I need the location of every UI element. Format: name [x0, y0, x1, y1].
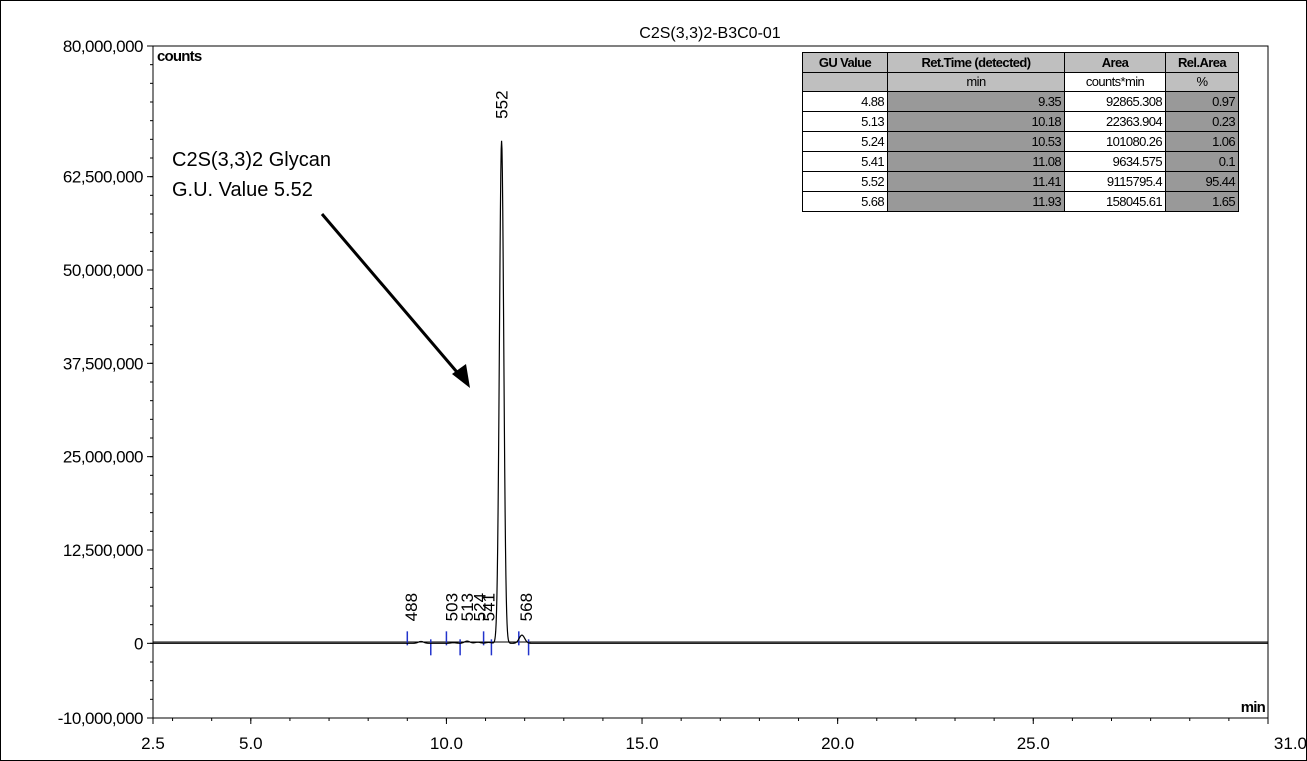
- peak-table: GU Value Ret.Time (detected) Area Rel.Ar…: [802, 52, 1239, 212]
- x-tick-label: 31.0: [1274, 734, 1307, 753]
- x-axis-ticks: 2.5 5.0 10.0 15.0 20.0 25.0 31.0: [141, 718, 1307, 753]
- x-tick-label: 15.0: [625, 734, 658, 753]
- table-cell: 101080.26: [1064, 131, 1166, 152]
- table-cell: 10.53: [887, 131, 1065, 152]
- y-axis-ticks: 80,000,000 62,500,000 50,000,000 37,500,000…: [58, 37, 153, 728]
- annotation-arrowhead: [452, 364, 470, 388]
- table-header-cell: GU Value: [802, 52, 888, 73]
- table-cell: 5.24: [802, 131, 888, 152]
- table-cell: 5.13: [802, 111, 888, 132]
- y-tick-label: 50,000,000: [63, 261, 143, 280]
- table-row: 4.88 9.35 92865.308 0.97: [802, 91, 1239, 112]
- table-cell: 0.23: [1165, 111, 1239, 132]
- x-tick-label: 25.0: [1017, 734, 1050, 753]
- table-cell: 9634.575: [1064, 151, 1166, 172]
- y-tick-label: -10,000,000: [58, 709, 143, 728]
- y-tick-label: 80,000,000: [63, 37, 143, 56]
- peak-label: 513: [458, 593, 477, 621]
- table-row: 5.24 10.53 101080.26 1.06: [802, 131, 1239, 152]
- annotation-line1: C2S(3,3)2 Glycan: [172, 149, 331, 171]
- table-cell: 92865.308: [1064, 91, 1166, 112]
- table-cell: 11.08: [887, 151, 1065, 172]
- peak-label: 552: [493, 90, 512, 118]
- table-header-cell: Area: [1064, 52, 1166, 73]
- y-tick-label: 62,500,000: [63, 168, 143, 187]
- x-tick-label: 10.0: [430, 734, 463, 753]
- table-row: 5.13 10.18 22363.904 0.23: [802, 111, 1239, 132]
- peak-label: 503: [442, 593, 461, 621]
- table-cell: 5.41: [802, 151, 888, 172]
- table-cell: 158045.61: [1064, 191, 1166, 212]
- annotation-arrow: [320, 213, 464, 379]
- table-unit-cell: min: [887, 72, 1065, 92]
- peak-label: 488: [402, 593, 421, 621]
- table-cell: 11.93: [887, 191, 1065, 212]
- table-cell: 0.97: [1165, 91, 1239, 112]
- annotation-line2: G.U. Value 5.52: [172, 179, 313, 201]
- table-row: 5.68 11.93 158045.61 1.65: [802, 191, 1239, 212]
- y-tick-label: 37,500,000: [63, 354, 143, 373]
- x-tick-label: 20.0: [821, 734, 854, 753]
- x-tick-label: 2.5: [141, 734, 165, 753]
- y-tick-label: 25,000,000: [63, 448, 143, 467]
- x-axis-label: min: [1241, 699, 1266, 716]
- table-header-row: GU Value Ret.Time (detected) Area Rel.Ar…: [802, 52, 1239, 73]
- peak-label: 568: [517, 593, 536, 621]
- table-header-cell: Ret.Time (detected): [887, 52, 1065, 73]
- table-unit-cell: %: [1165, 72, 1239, 92]
- peak-label: 524: [471, 593, 490, 621]
- table-units-row: min counts*min %: [802, 72, 1239, 92]
- table-cell: 22363.904: [1064, 111, 1166, 132]
- y-tick-label: 12,500,000: [63, 541, 143, 560]
- chromatogram-trace: [153, 140, 1268, 644]
- peak-label: 541: [480, 593, 499, 621]
- table-cell: 5.52: [802, 171, 888, 192]
- y-axis-label: counts: [157, 48, 202, 65]
- table-row: 5.52 11.41 9115795.4 95.44: [802, 171, 1239, 192]
- table-cell: 5.68: [802, 191, 888, 212]
- table-unit-cell: [802, 72, 888, 92]
- table-cell: 1.06: [1165, 131, 1239, 152]
- table-cell: 0.1: [1165, 151, 1239, 172]
- chart-title: C2S(3,3)2-B3C0-01: [639, 25, 781, 42]
- table-cell: 9115795.4: [1064, 171, 1166, 192]
- x-tick-label: 5.0: [239, 734, 263, 753]
- table-row: 5.41 11.08 9634.575 0.1: [802, 151, 1239, 172]
- table-cell: 4.88: [802, 91, 888, 112]
- table-unit-cell: counts*min: [1064, 72, 1166, 92]
- table-header-cell: Rel.Area: [1165, 52, 1239, 73]
- y-tick-label: 0: [134, 634, 143, 653]
- table-cell: 9.35: [887, 91, 1065, 112]
- table-cell: 10.18: [887, 111, 1065, 132]
- table-cell: 11.41: [887, 171, 1065, 192]
- table-cell: 1.65: [1165, 191, 1239, 212]
- table-cell: 95.44: [1165, 171, 1239, 192]
